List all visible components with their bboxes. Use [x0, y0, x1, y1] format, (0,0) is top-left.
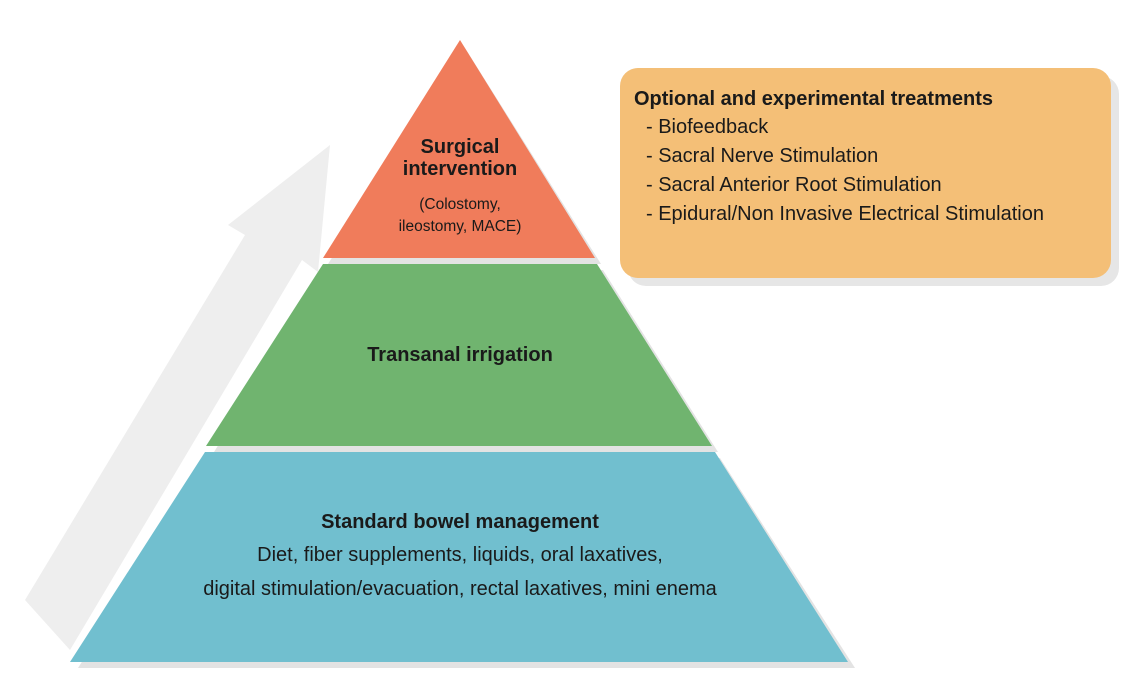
callout-title: Optional and experimental treatments	[634, 88, 993, 110]
standard-bowel-management-line1: Diet, fiber supplements, liquids, oral l…	[257, 544, 663, 566]
standard-bowel-management-line2: digital stimulation/evacuation, rectal l…	[203, 578, 717, 600]
surgical-title-line1: Surgical	[420, 136, 500, 158]
bottom-tier	[70, 452, 848, 662]
callout-item-sacral-anterior-root: - Sacral Anterior Root Stimulation	[646, 174, 942, 196]
surgical-sub-line1: (Colostomy,	[419, 196, 501, 213]
transanal-irrigation-title: Transanal irrigation	[367, 344, 553, 366]
middle-tier	[206, 264, 712, 446]
optional-treatments-callout: Optional and experimental treatments - B…	[620, 68, 1111, 278]
standard-bowel-management-title: Standard bowel management	[321, 511, 599, 533]
surgical-title-line2: intervention	[402, 158, 518, 180]
callout-item-electrical-stimulation: - Epidural/Non Invasive Electrical Stimu…	[646, 203, 1044, 225]
callout-list: - Biofeedback - Sacral Nerve Stimulation…	[634, 117, 1111, 224]
surgical-intervention-title: Surgical intervention	[360, 136, 560, 180]
surgical-intervention-examples: (Colostomy, ileostomy, MACE)	[360, 194, 560, 238]
callout-item-sacral-nerve: - Sacral Nerve Stimulation	[646, 145, 879, 167]
surgical-sub-line2: ileostomy, MACE)	[398, 218, 522, 235]
callout-item-biofeedback: - Biofeedback	[646, 116, 769, 138]
progression-arrow	[25, 145, 330, 650]
top-tier	[323, 40, 595, 258]
